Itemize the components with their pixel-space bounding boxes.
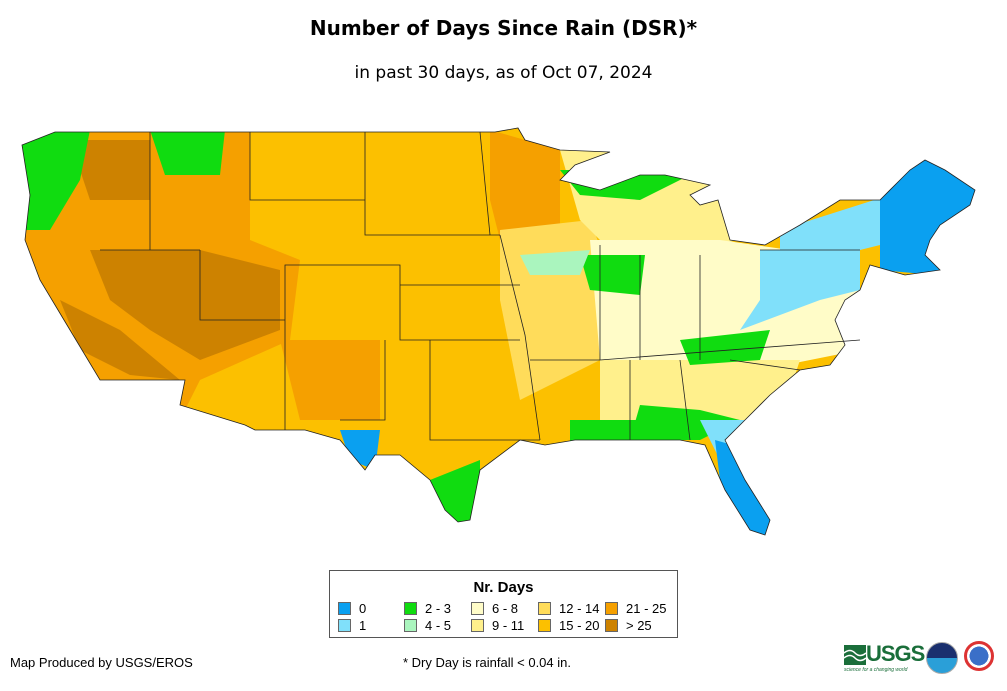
- usgs-wordmark: USGS: [866, 641, 925, 666]
- legend-label: 9 - 11: [492, 618, 525, 633]
- legend-title: Nr. Days: [473, 579, 534, 596]
- legend-label: 15 - 20: [559, 618, 600, 633]
- legend-item: 21 - 25: [605, 601, 666, 616]
- legend-swatch: [338, 602, 351, 615]
- legend-item: 15 - 20: [538, 618, 599, 633]
- legend: Nr. Days 0 1 2 - 3 4 - 5 6 - 8 9 - 11 12…: [329, 570, 678, 638]
- dsr-fill: [22, 128, 975, 535]
- noaa-logo-icon: [926, 642, 958, 674]
- legend-label: 6 - 8: [492, 601, 519, 616]
- legend-item: 6 - 8: [471, 601, 518, 616]
- legend-label: 12 - 14: [559, 601, 600, 616]
- legend-swatch: [338, 619, 351, 632]
- legend-swatch: [538, 602, 551, 615]
- legend-label: 1: [359, 618, 367, 633]
- legend-label: 0: [359, 601, 367, 616]
- legend-item: 4 - 5: [404, 618, 451, 633]
- usgs-tagline: science for a changing world: [844, 667, 908, 673]
- legend-item: 2 - 3: [404, 601, 451, 616]
- legend-item: 1: [338, 618, 366, 633]
- legend-label: > 25: [626, 618, 652, 633]
- nws-logo-icon: [964, 641, 994, 671]
- map-title: Number of Days Since Rain (DSR)*: [309, 16, 698, 40]
- footnote: * Dry Day is rainfall < 0.04 in.: [403, 655, 571, 670]
- legend-label: 4 - 5: [425, 618, 452, 633]
- map-subtitle: in past 30 days, as of Oct 07, 2024: [354, 63, 653, 83]
- legend-item: > 25: [605, 618, 652, 633]
- legend-label: 21 - 25: [626, 601, 667, 616]
- legend-label: 2 - 3: [425, 601, 452, 616]
- legend-swatch: [404, 619, 417, 632]
- state-borders: [21, 127, 976, 536]
- legend-swatch: [471, 619, 484, 632]
- credit-text: Map Produced by USGS/EROS: [10, 655, 193, 670]
- legend-swatch: [404, 602, 417, 615]
- usgs-logo: USGS science for a changing world: [844, 641, 925, 675]
- legend-item: 12 - 14: [538, 601, 599, 616]
- usgs-wave-icon: [844, 645, 866, 665]
- dsr-map: [21, 127, 976, 536]
- legend-swatch: [605, 602, 618, 615]
- legend-item: 9 - 11: [471, 618, 524, 633]
- legend-swatch: [605, 619, 618, 632]
- legend-item: 0: [338, 601, 366, 616]
- legend-swatch: [471, 602, 484, 615]
- legend-swatch: [538, 619, 551, 632]
